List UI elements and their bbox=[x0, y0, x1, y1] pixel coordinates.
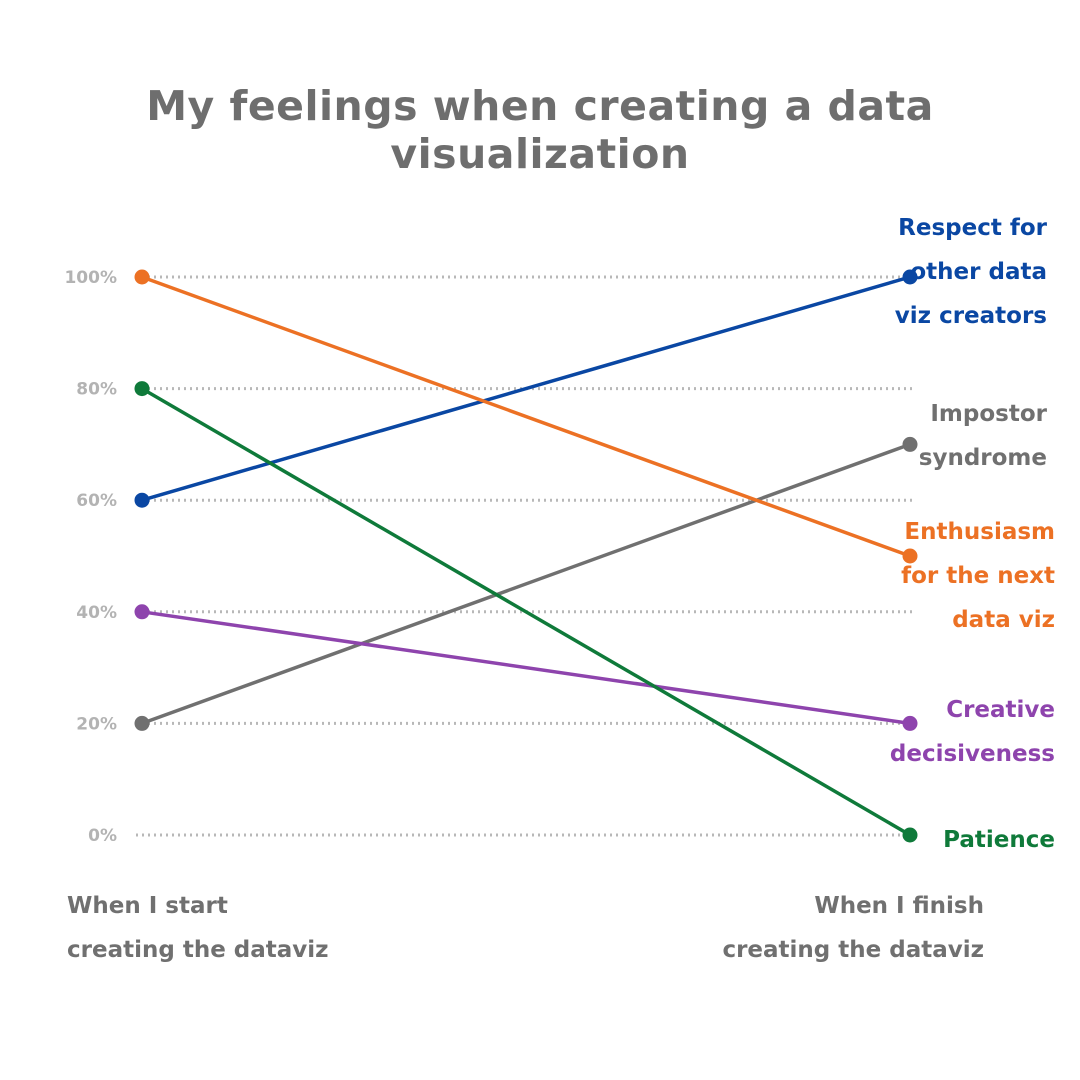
y-tick-label: 40% bbox=[76, 603, 117, 623]
y-tick-label: 100% bbox=[64, 268, 117, 288]
y-tick-label: 60% bbox=[76, 491, 117, 511]
start-point bbox=[134, 604, 150, 620]
series-label: Enthusiasm for the next data viz bbox=[901, 519, 1055, 633]
y-axis-ticks: 0% 20% 40% 60% 80% 100% bbox=[64, 268, 117, 846]
gridlines bbox=[136, 275, 915, 837]
series-line bbox=[140, 386, 912, 837]
end-point bbox=[902, 548, 918, 564]
series-lines bbox=[140, 275, 912, 837]
start-point bbox=[134, 715, 150, 731]
end-point bbox=[902, 827, 918, 843]
series-label: Impostor syndrome bbox=[919, 401, 1048, 471]
y-tick-label: 20% bbox=[76, 714, 117, 734]
series-label: Patience bbox=[943, 827, 1055, 853]
y-tick-label: 80% bbox=[76, 380, 117, 400]
start-point bbox=[134, 492, 150, 508]
x-label-start: When I start creating the dataviz bbox=[67, 893, 329, 963]
x-label-finish: When I finish creating the dataviz bbox=[722, 893, 984, 963]
series-line bbox=[140, 442, 912, 726]
y-tick-label: 0% bbox=[88, 826, 117, 846]
series-label: Creative decisiveness bbox=[890, 697, 1055, 767]
x-axis-labels: When I start creating the dataviz When I f… bbox=[67, 893, 984, 963]
chart-title: My feelings when creating a data visuali… bbox=[146, 82, 934, 178]
end-point bbox=[902, 436, 918, 452]
series-line bbox=[140, 275, 912, 558]
start-point bbox=[134, 269, 150, 285]
series-points bbox=[134, 269, 918, 843]
series-line bbox=[140, 610, 912, 726]
start-point bbox=[134, 381, 150, 397]
end-point bbox=[902, 715, 918, 731]
series-labels: Respect for other data viz creators Imposto… bbox=[890, 215, 1055, 853]
end-point bbox=[902, 269, 918, 285]
series-label: Respect for other data viz creators bbox=[895, 215, 1048, 329]
